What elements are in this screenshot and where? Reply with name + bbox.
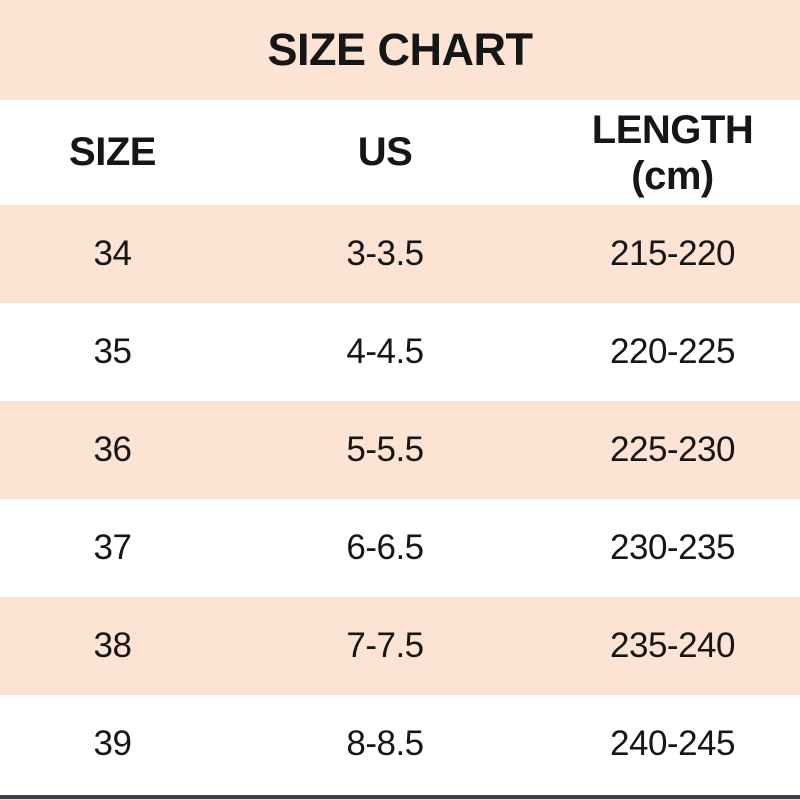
table-row: 37 6-6.5 230-235 [0, 499, 800, 597]
cell-length: 220-225 [610, 332, 735, 371]
column-header-size: SIZE [69, 130, 156, 174]
cell-length: 230-235 [610, 528, 735, 567]
cell-size: 36 [93, 430, 132, 469]
cell-us: 8-8.5 [346, 724, 424, 763]
page-title: SIZE CHART [267, 24, 534, 75]
cell-us: 4-4.5 [346, 332, 424, 371]
cell-length: 215-220 [610, 234, 735, 273]
cell-size: 38 [93, 626, 132, 665]
cell-length: 235-240 [610, 626, 735, 665]
cell-size: 37 [93, 528, 132, 567]
table-row: 38 7-7.5 235-240 [0, 597, 800, 695]
column-header-length-unit: (cm) [631, 153, 714, 198]
cell-size: 34 [93, 234, 132, 273]
column-header-us: US [357, 130, 413, 174]
cell-us: 3-3.5 [346, 234, 424, 273]
cell-us: 5-5.5 [346, 430, 424, 469]
table-row: 39 8-8.5 240-245 [0, 695, 800, 793]
cell-size: 39 [93, 724, 132, 763]
cell-us: 6-6.5 [346, 528, 424, 567]
cell-length: 240-245 [610, 724, 735, 763]
bottom-divider [0, 793, 800, 800]
table-row: 34 3-3.5 215-220 [0, 205, 800, 303]
table-row: 35 4-4.5 220-225 [0, 303, 800, 401]
table-header-row: SIZE US LENGTH (cm) [0, 100, 800, 205]
cell-size: 35 [93, 332, 132, 371]
column-header-length: LENGTH (cm) [545, 100, 800, 205]
table-row: 36 5-5.5 225-230 [0, 401, 800, 499]
column-header-length-label: LENGTH [591, 107, 754, 152]
title-band: SIZE CHART [0, 0, 800, 100]
cell-length: 225-230 [610, 430, 735, 469]
cell-us: 7-7.5 [346, 626, 424, 665]
